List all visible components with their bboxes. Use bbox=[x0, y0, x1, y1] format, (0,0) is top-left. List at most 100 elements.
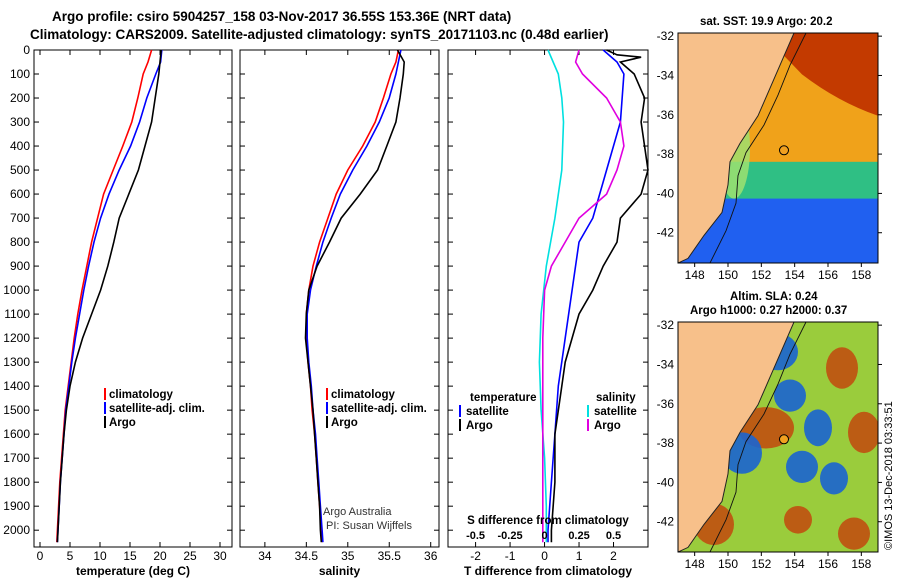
x-axis-label: salinity bbox=[319, 564, 361, 578]
secondary-x-tick-label: -0.5 bbox=[466, 530, 485, 542]
plot-frame-temperature bbox=[33, 49, 233, 548]
y-tick-label: 1300 bbox=[3, 355, 30, 369]
sst-map-title: sat. SST: 19.9 Argo: 20.2 bbox=[700, 16, 833, 28]
x-tick-label: 0 bbox=[37, 549, 44, 563]
x-tick-label: 20 bbox=[153, 549, 167, 563]
y-tick-label: 0 bbox=[23, 43, 30, 57]
lon-tick-label: 152 bbox=[751, 268, 771, 282]
secondary-x-tick-label: 0 bbox=[541, 530, 547, 542]
map-frame bbox=[677, 321, 879, 553]
lon-tick-label: 148 bbox=[685, 268, 705, 282]
lat-tick-label: -36 bbox=[657, 108, 675, 122]
sst-warm-core bbox=[762, 33, 878, 116]
series-temperature-satellite bbox=[547, 49, 625, 543]
chart-salinity: 34 34.5 35 35.5 36 salinity climatology satelli… bbox=[239, 49, 440, 578]
lat-tick-label: -32 bbox=[657, 318, 675, 332]
y-tick-label: 400 bbox=[10, 139, 30, 153]
y-tick-label: 300 bbox=[10, 115, 30, 129]
lat-tick-label: -38 bbox=[657, 147, 675, 161]
legend-label: climatology bbox=[331, 389, 396, 401]
y-tick-label: 800 bbox=[10, 235, 30, 249]
x-tick-label: 34 bbox=[258, 549, 272, 563]
secondary-x-tick-label: 0.5 bbox=[606, 530, 621, 542]
lat-tick-label: -38 bbox=[657, 436, 675, 450]
chart-difference: -2 -1 0 1 2T difference from climatology temp… bbox=[447, 49, 649, 578]
lat-tick-label: -42 bbox=[657, 226, 675, 240]
series-argo bbox=[56, 49, 162, 543]
sla-eddy bbox=[826, 347, 858, 389]
x-tick-label: 15 bbox=[123, 549, 137, 563]
legend-label: satellite-adj. clim. bbox=[331, 403, 427, 415]
legend-label: satellite-adj. clim. bbox=[109, 403, 205, 415]
lon-tick-label: 158 bbox=[851, 557, 871, 571]
lon-tick-label: 156 bbox=[818, 557, 838, 571]
lon-tick-label: 156 bbox=[818, 268, 838, 282]
isobath-line bbox=[709, 322, 807, 552]
series-salinity-argo bbox=[542, 49, 625, 543]
y-tick-label: 900 bbox=[10, 259, 30, 273]
argo-float-marker bbox=[779, 434, 789, 445]
x-axis-label: T difference from climatology bbox=[464, 564, 632, 578]
y-tick-label: 1000 bbox=[3, 283, 30, 297]
map-frame bbox=[677, 32, 879, 264]
land-mass bbox=[678, 322, 795, 552]
legend-label: satellite bbox=[594, 406, 637, 418]
y-tick-label: 1200 bbox=[3, 331, 30, 345]
figure-title-line1: Argo profile: csiro 5904257_158 03-Nov-2… bbox=[52, 9, 512, 24]
map-sla: 148 150 152 154 156 158 -32 -34 -36 -38 -40 -42 bbox=[657, 318, 882, 571]
series-satellite-adj-clim- bbox=[306, 49, 402, 543]
lat-tick-label: -32 bbox=[657, 29, 675, 43]
sla-eddy bbox=[820, 462, 848, 495]
y-tick-label: 500 bbox=[10, 163, 30, 177]
secondary-x-tick-label: 0.25 bbox=[568, 530, 589, 542]
x-tick-label: 30 bbox=[213, 549, 227, 563]
sla-eddy bbox=[774, 379, 806, 412]
lon-tick-label: 152 bbox=[751, 557, 771, 571]
figure-title-line2: Climatology: CARS2009. Satellite-adjuste… bbox=[30, 27, 609, 42]
lon-tick-label: 154 bbox=[785, 557, 805, 571]
x-tick-label: 2 bbox=[610, 549, 617, 563]
lat-tick-label: -34 bbox=[657, 68, 675, 82]
x-tick-label: -1 bbox=[505, 549, 516, 563]
plot-frame-salinity bbox=[239, 49, 440, 548]
legend-label: Argo bbox=[594, 420, 621, 432]
x-tick-label: 36 bbox=[424, 549, 438, 563]
lon-tick-label: 150 bbox=[718, 557, 738, 571]
argo-float-marker bbox=[779, 145, 789, 156]
series-temperature-argo bbox=[550, 49, 649, 543]
lat-tick-label: -34 bbox=[657, 357, 675, 371]
x-tick-label: -2 bbox=[470, 549, 481, 563]
y-tick-label: 2000 bbox=[3, 523, 30, 537]
x-tick-label: 5 bbox=[67, 549, 74, 563]
y-tick-label: 1900 bbox=[3, 499, 30, 513]
y-tick-label: 1100 bbox=[4, 307, 30, 321]
y-tick-label: 1600 bbox=[3, 427, 30, 441]
x-tick-label: 34.5 bbox=[295, 549, 319, 563]
lon-tick-label: 154 bbox=[785, 268, 805, 282]
legend-label: Argo bbox=[331, 417, 358, 429]
legend-label: satellite bbox=[466, 406, 509, 418]
x-tick-label: 35 bbox=[341, 549, 355, 563]
lon-tick-label: 148 bbox=[685, 557, 705, 571]
y-tick-label: 200 bbox=[10, 91, 30, 105]
sla-map-title-line1: Altim. SLA: 0.24 bbox=[730, 291, 818, 303]
plot-frame-difference bbox=[447, 49, 649, 548]
lat-tick-label: -36 bbox=[657, 397, 675, 411]
sla-eddy bbox=[804, 409, 832, 447]
lat-tick-label: -42 bbox=[657, 515, 675, 529]
legend-label: climatology bbox=[109, 389, 174, 401]
y-tick-label: 1700 bbox=[3, 451, 30, 465]
y-tick-label: 1400 bbox=[3, 379, 30, 393]
y-tick-label: 700 bbox=[10, 211, 30, 225]
sla-eddy bbox=[784, 506, 812, 534]
lat-tick-label: -40 bbox=[657, 475, 675, 489]
annotation-line2: PI: Susan Wijffels bbox=[326, 520, 412, 532]
sla-map-title-line2: Argo h1000: 0.27 h2000: 0.37 bbox=[690, 305, 848, 317]
legend-label: Argo bbox=[466, 420, 493, 432]
sla-eddy bbox=[848, 411, 878, 454]
lon-tick-label: 158 bbox=[851, 268, 871, 282]
y-tick-label: 600 bbox=[10, 187, 30, 201]
x-tick-label: 1 bbox=[576, 549, 583, 563]
x-tick-label: 35.5 bbox=[378, 549, 402, 563]
chart-temperature: 0 5 10 15 20 25 300100200300400500600700800900… bbox=[3, 43, 233, 578]
